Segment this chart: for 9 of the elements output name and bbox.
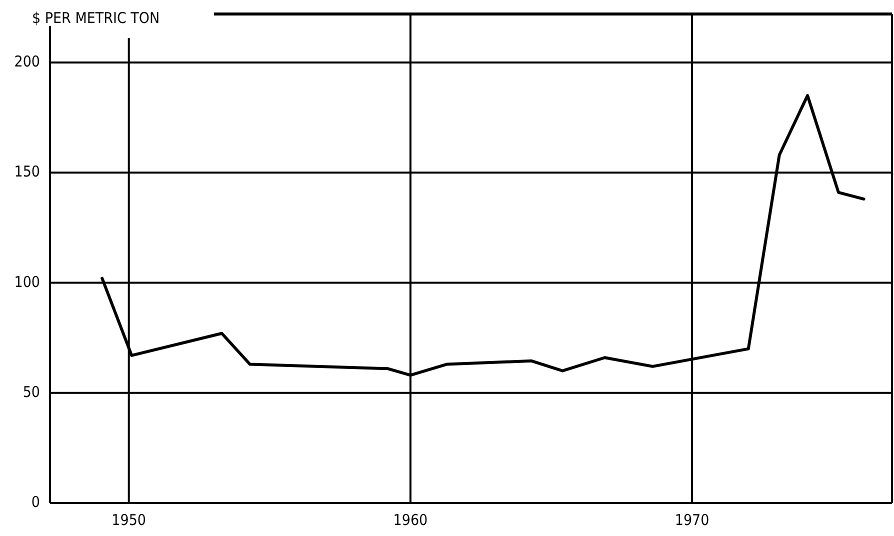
y-tick-label: 150 — [14, 162, 40, 181]
y-tick-label: 0 — [31, 493, 40, 512]
x-tick-label: 1960 — [393, 511, 428, 529]
y-tick-label: 100 — [14, 272, 40, 291]
x-tick-label: 1970 — [674, 511, 710, 529]
x-tick-label: 1950 — [112, 511, 146, 529]
y-tick-label: 50 — [22, 382, 40, 401]
y-axis-title: $ PER METRIC TON — [32, 9, 160, 28]
y-tick-label: 200 — [14, 52, 40, 71]
